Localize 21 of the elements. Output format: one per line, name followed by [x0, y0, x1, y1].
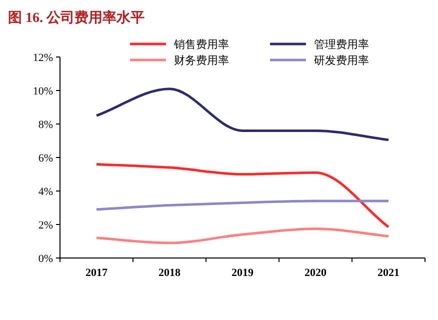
y-tick-label: 6%	[38, 152, 53, 164]
y-tick-label: 0%	[38, 253, 53, 265]
y-tick-label: 10%	[32, 86, 53, 98]
legend-label: 管理费用率	[314, 38, 369, 51]
line-series	[95, 88, 390, 142]
legend-label: 财务费用率	[174, 54, 229, 67]
line-series	[95, 200, 390, 211]
line-series	[95, 227, 390, 244]
legend-label: 销售费用率	[173, 38, 229, 51]
line-series	[95, 162, 390, 228]
y-tick-label: 2%	[38, 220, 53, 232]
x-tick-label: 2019	[232, 267, 254, 279]
y-tick-label: 4%	[38, 186, 53, 198]
x-tick-label: 2017	[86, 267, 108, 279]
x-tick-label: 2020	[304, 267, 327, 279]
x-tick-label: 2021	[378, 267, 400, 279]
legend-label: 研发费用率	[314, 54, 369, 67]
x-tick-label: 2018	[158, 267, 181, 279]
y-tick-label: 8%	[38, 119, 53, 131]
chart-title: 图 16. 公司费用率水平	[8, 9, 144, 26]
y-tick-label: 12%	[32, 52, 53, 64]
